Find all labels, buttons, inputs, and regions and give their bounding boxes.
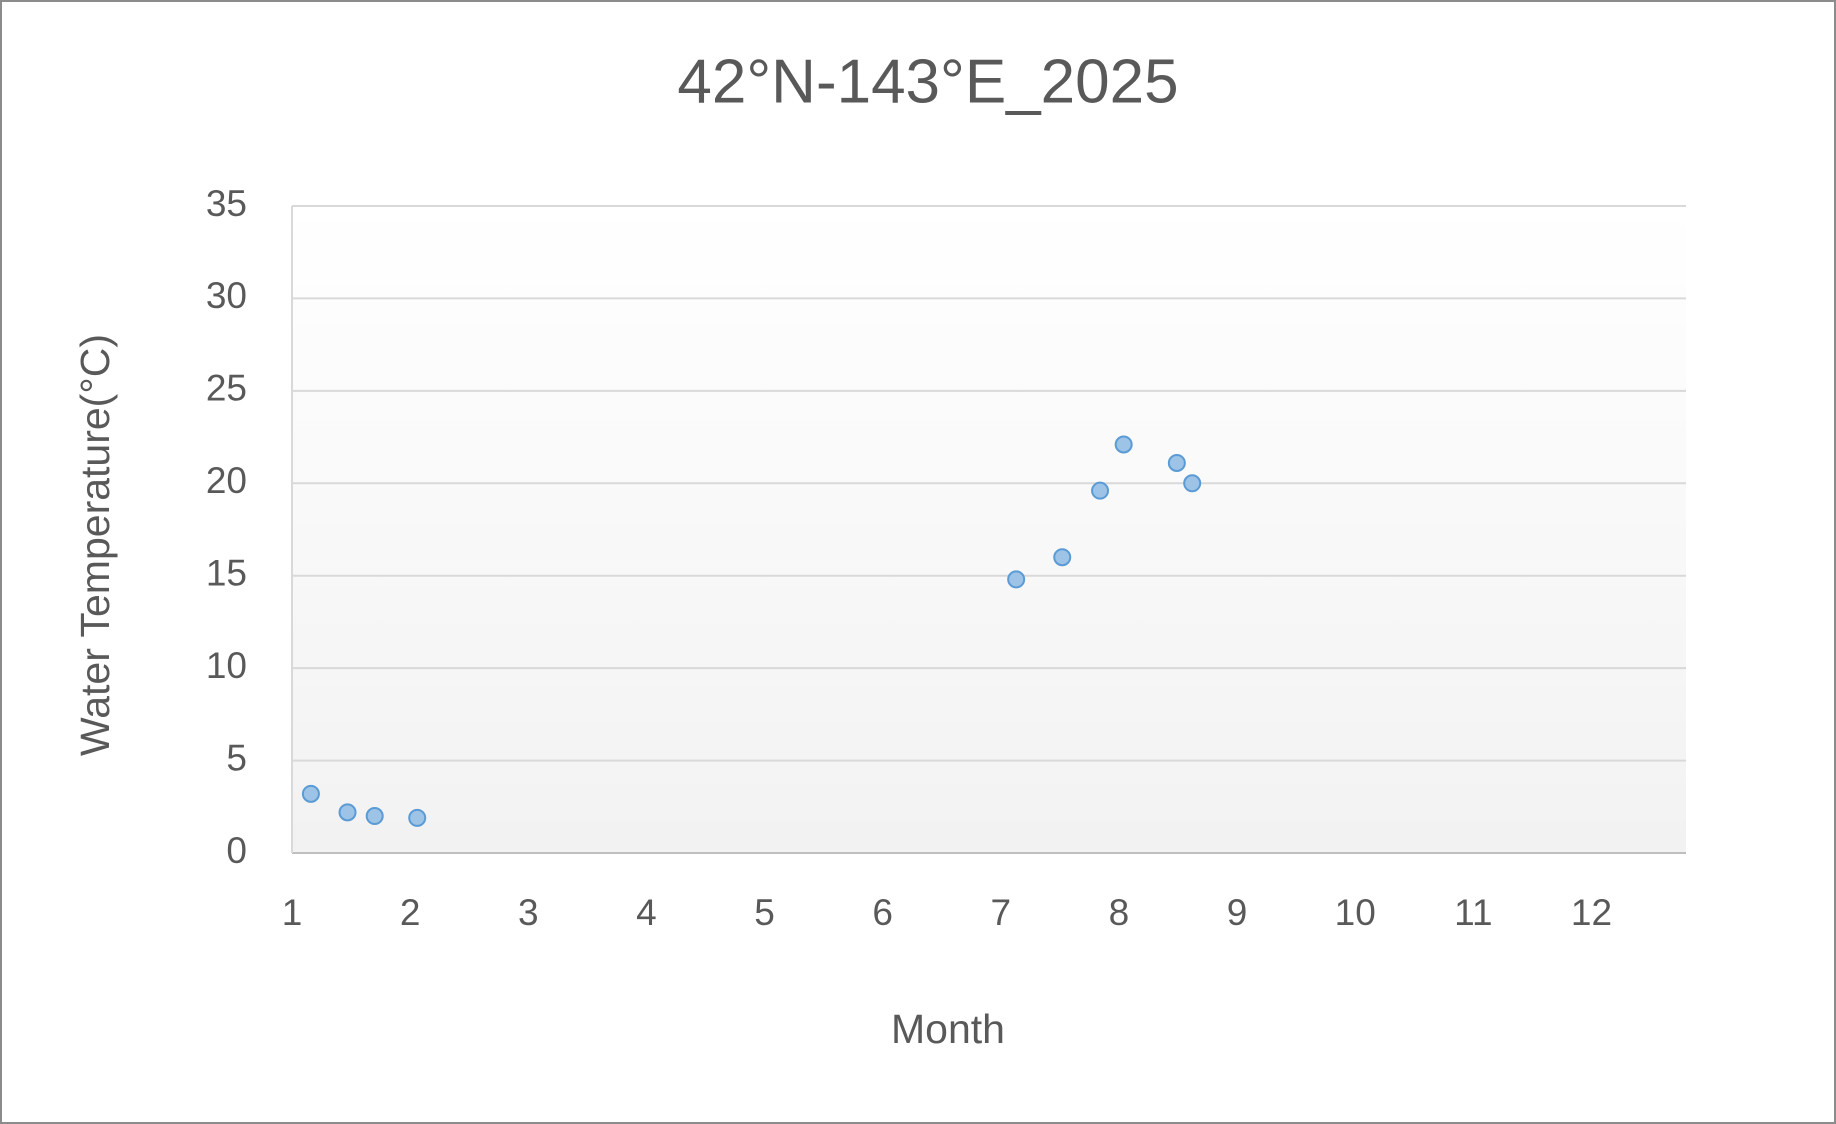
x-tick-label: 8 (1109, 892, 1130, 933)
plot-area (292, 206, 1686, 853)
y-tick-label: 10 (206, 645, 247, 686)
point (1091, 481, 1110, 500)
point (365, 807, 384, 826)
x-tick-label: 3 (518, 892, 539, 933)
x-tick-label: 4 (636, 892, 657, 933)
x-axis-title: Month (891, 1006, 1005, 1052)
x-tick-label: 11 (1454, 892, 1492, 933)
point (1053, 548, 1072, 567)
point (338, 803, 357, 822)
y-tick-label: 0 (226, 830, 247, 871)
point (301, 784, 320, 803)
x-tick-label: 2 (400, 892, 421, 933)
x-tick-label: 9 (1227, 892, 1248, 933)
y-tick-label: 15 (206, 552, 247, 593)
y-axis-title: Water Temperature(°C) (72, 334, 118, 756)
y-tick-label: 30 (206, 275, 247, 316)
y-tick-label: 25 (206, 368, 247, 409)
x-tick-label: 5 (754, 892, 775, 933)
y-tick-label: 5 (226, 737, 247, 778)
point (1007, 570, 1026, 589)
x-tick-label: 12 (1571, 892, 1612, 933)
x-tick-label: 6 (872, 892, 893, 933)
x-tick-label: 10 (1335, 892, 1376, 933)
y-tick-label: 35 (206, 183, 247, 224)
point (1167, 453, 1186, 472)
point (1183, 474, 1202, 493)
x-tick-label: 1 (282, 892, 303, 933)
point (1114, 435, 1133, 454)
x-tick-label: 7 (991, 892, 1012, 933)
point (408, 808, 427, 827)
chart-title: 42°N-143°E_2025 (677, 47, 1178, 116)
y-tick-label: 20 (206, 460, 247, 501)
